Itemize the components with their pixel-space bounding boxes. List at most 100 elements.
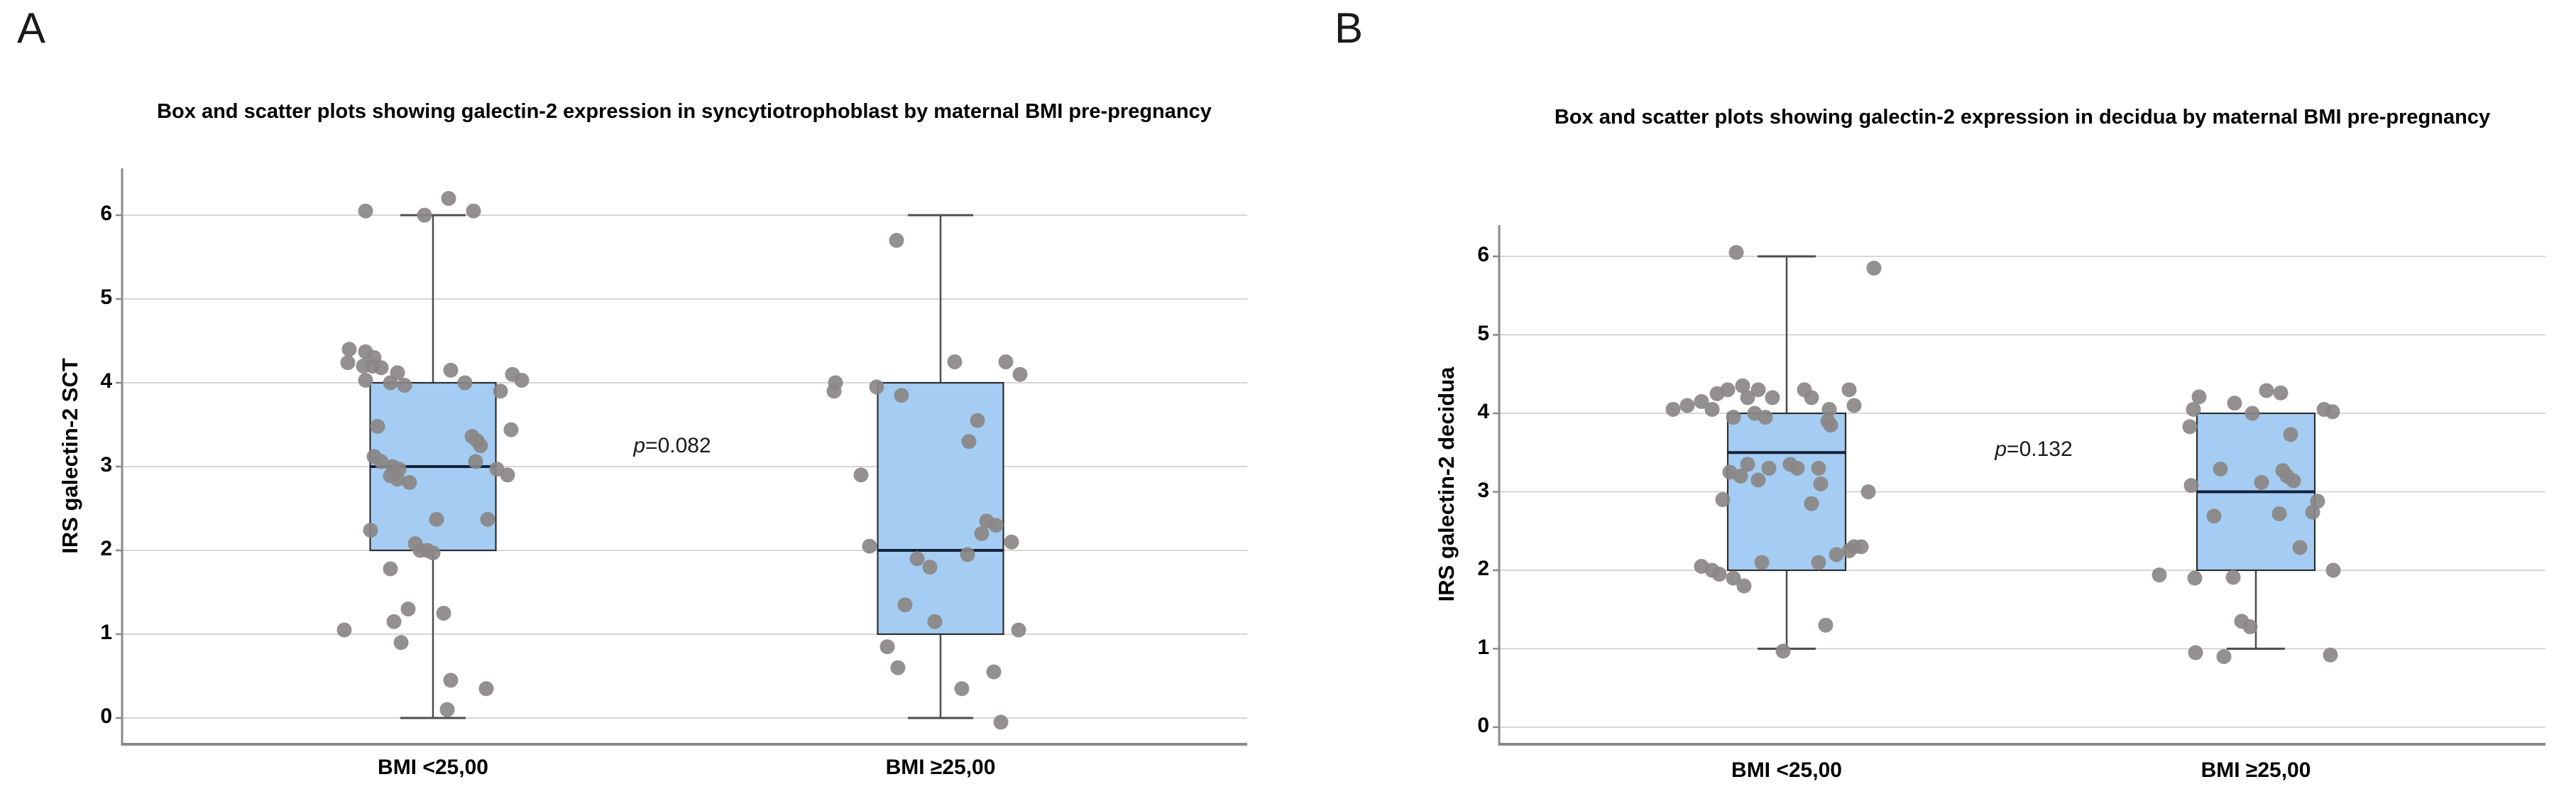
- scatter-point: [1726, 570, 1741, 586]
- scatter-point: [340, 355, 356, 371]
- scatter-point: [2245, 405, 2260, 421]
- y-tick-label: 4: [100, 369, 112, 393]
- scatter-point: [1775, 643, 1791, 659]
- scatter-point: [393, 635, 409, 651]
- scatter-point: [947, 354, 963, 369]
- scatter-point: [2242, 619, 2258, 635]
- scatter-point: [2191, 389, 2207, 405]
- panel-a-title: Box and scatter plots showing galectin-2…: [157, 100, 1212, 123]
- scatter-point: [922, 560, 938, 575]
- y-tick-label: 1: [1477, 635, 1489, 659]
- scatter-point: [1711, 567, 1727, 582]
- scatter-point: [1811, 555, 1826, 570]
- y-tick-label: 6: [100, 202, 112, 225]
- scatter-point: [1004, 534, 1019, 550]
- scatter-point: [390, 472, 405, 487]
- scatter-point: [358, 203, 373, 219]
- scatter-point: [2286, 473, 2301, 489]
- scatter-point: [383, 561, 398, 577]
- p-value-text: =0.082: [645, 434, 711, 457]
- panel-a-p-value: p=0.082: [594, 434, 750, 458]
- scatter-point: [468, 454, 483, 469]
- scatter-point: [988, 518, 1004, 533]
- scatter-point: [961, 434, 977, 450]
- scatter-point: [1765, 390, 1780, 405]
- y-tick-label: 5: [1477, 321, 1489, 345]
- scatter-point: [1811, 460, 1826, 476]
- scatter-point: [826, 383, 842, 399]
- scatter-point: [1715, 492, 1731, 508]
- scatter-point: [500, 467, 515, 483]
- scatter-point: [2188, 645, 2203, 660]
- scatter-point: [363, 523, 378, 538]
- scatter-point: [998, 354, 1014, 369]
- scatter-point: [1754, 555, 1770, 570]
- scatter-point: [443, 673, 459, 688]
- scatter-point: [2325, 562, 2341, 578]
- scatter-point: [373, 360, 389, 376]
- scatter-point: [1736, 578, 1752, 594]
- scatter-point: [1818, 617, 1834, 633]
- scatter-point: [1750, 382, 1766, 398]
- scatter-point: [974, 526, 990, 541]
- scatter-point: [402, 474, 417, 490]
- scatter-point: [2254, 474, 2269, 490]
- scatter-point: [909, 551, 925, 567]
- scatter-point: [2227, 396, 2242, 411]
- scatter-point: [2273, 385, 2289, 401]
- scatter-point: [1758, 410, 1773, 425]
- scatter-point: [443, 362, 459, 378]
- scatter-point: [1740, 390, 1755, 405]
- scatter-point: [2259, 383, 2274, 398]
- scatter-point: [1804, 390, 1819, 405]
- scatter-point: [397, 378, 412, 393]
- scatter-point: [2271, 506, 2287, 521]
- scatter-point: [1761, 460, 1777, 476]
- scatter-point: [2325, 404, 2340, 420]
- scatter-point: [457, 375, 473, 391]
- scatter-point: [478, 681, 494, 697]
- scatter-point: [1860, 484, 1876, 499]
- scatter-point: [869, 379, 884, 395]
- scatter-point: [2182, 419, 2198, 435]
- scatter-point: [429, 511, 444, 527]
- scatter-point: [1726, 410, 1741, 425]
- scatter-point: [993, 714, 1009, 730]
- panel-a-category-2: BMI ≥25,00: [885, 756, 996, 779]
- scatter-point: [1750, 472, 1766, 488]
- panel-b-title: Box and scatter plots showing galectin-2…: [1554, 106, 2491, 129]
- scatter-point: [1823, 418, 1838, 433]
- scatter-point: [890, 660, 906, 675]
- scatter-point: [1733, 468, 1748, 484]
- scatter-point: [425, 545, 441, 561]
- scatter-point: [2225, 570, 2241, 585]
- scatter-point: [1841, 543, 1857, 558]
- y-tick-label: 0: [100, 704, 112, 728]
- scatter-point: [2206, 508, 2222, 524]
- scatter-point: [370, 418, 385, 434]
- scatter-point: [1665, 401, 1681, 417]
- scatter-point: [894, 388, 909, 403]
- scatter-point: [897, 597, 913, 613]
- scatter-point: [514, 372, 530, 388]
- scatter-point: [2213, 461, 2228, 477]
- scatter-point: [1829, 547, 1844, 562]
- scatter-point: [400, 602, 416, 617]
- scatter-point: [2283, 427, 2298, 442]
- iqr-box: [1726, 412, 1847, 572]
- scatter-point: [2186, 401, 2201, 417]
- y-tick-label: 2: [1477, 557, 1489, 580]
- scatter-point: [1853, 539, 1869, 555]
- y-tick-label: 3: [1477, 478, 1489, 502]
- scatter-point: [862, 538, 877, 554]
- scatter-point: [2305, 504, 2320, 520]
- scatter-point: [2216, 649, 2232, 665]
- scatter-point: [439, 702, 455, 717]
- scatter-point: [1694, 393, 1709, 409]
- p-symbol: p: [1995, 437, 2007, 461]
- scatter-point: [970, 413, 985, 428]
- scatter-point: [1012, 366, 1028, 382]
- scatter-point: [2152, 567, 2167, 583]
